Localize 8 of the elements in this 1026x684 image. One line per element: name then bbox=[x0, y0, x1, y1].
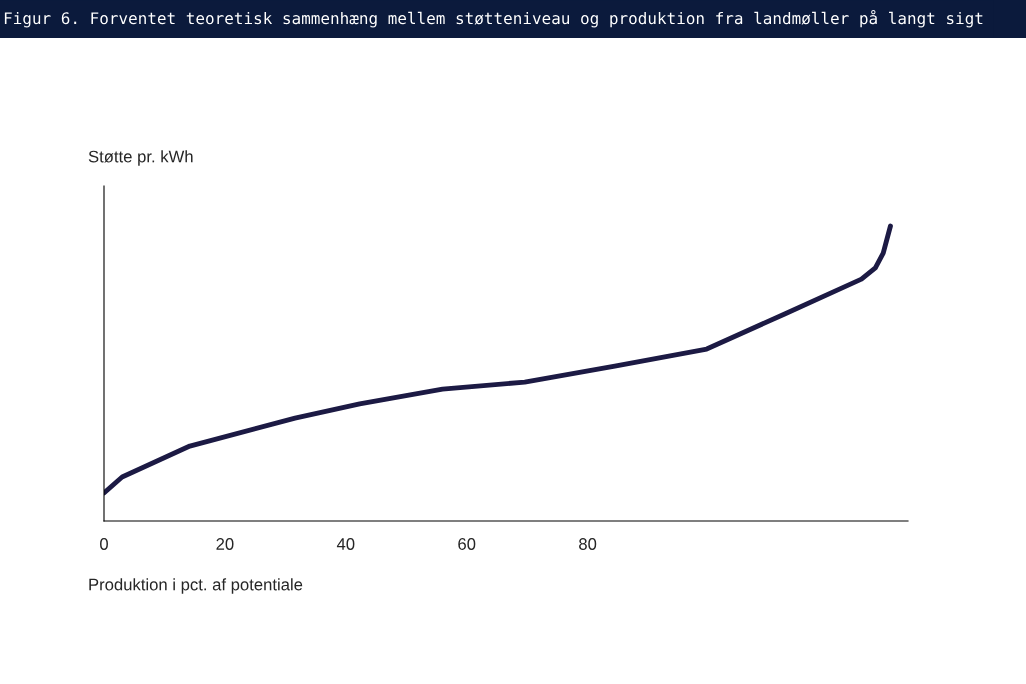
x-tick-label: 0 bbox=[100, 538, 108, 550]
x-tick-label: 40 bbox=[336, 538, 355, 550]
x-axis-title: Produktion i pct. af potentiale bbox=[89, 578, 303, 594]
y-axis-title: Støtte pr. kWh bbox=[88, 150, 193, 166]
x-tick-label: 60 bbox=[458, 538, 476, 550]
x-tick-label: 80 bbox=[579, 538, 597, 550]
x-tick-label: 20 bbox=[216, 538, 234, 550]
chart-title: Figur 6. Forventet teoretisk sammenhæng mellem støtteniveau og produktion fra landmøller på langt sigt bbox=[4, 10, 983, 28]
